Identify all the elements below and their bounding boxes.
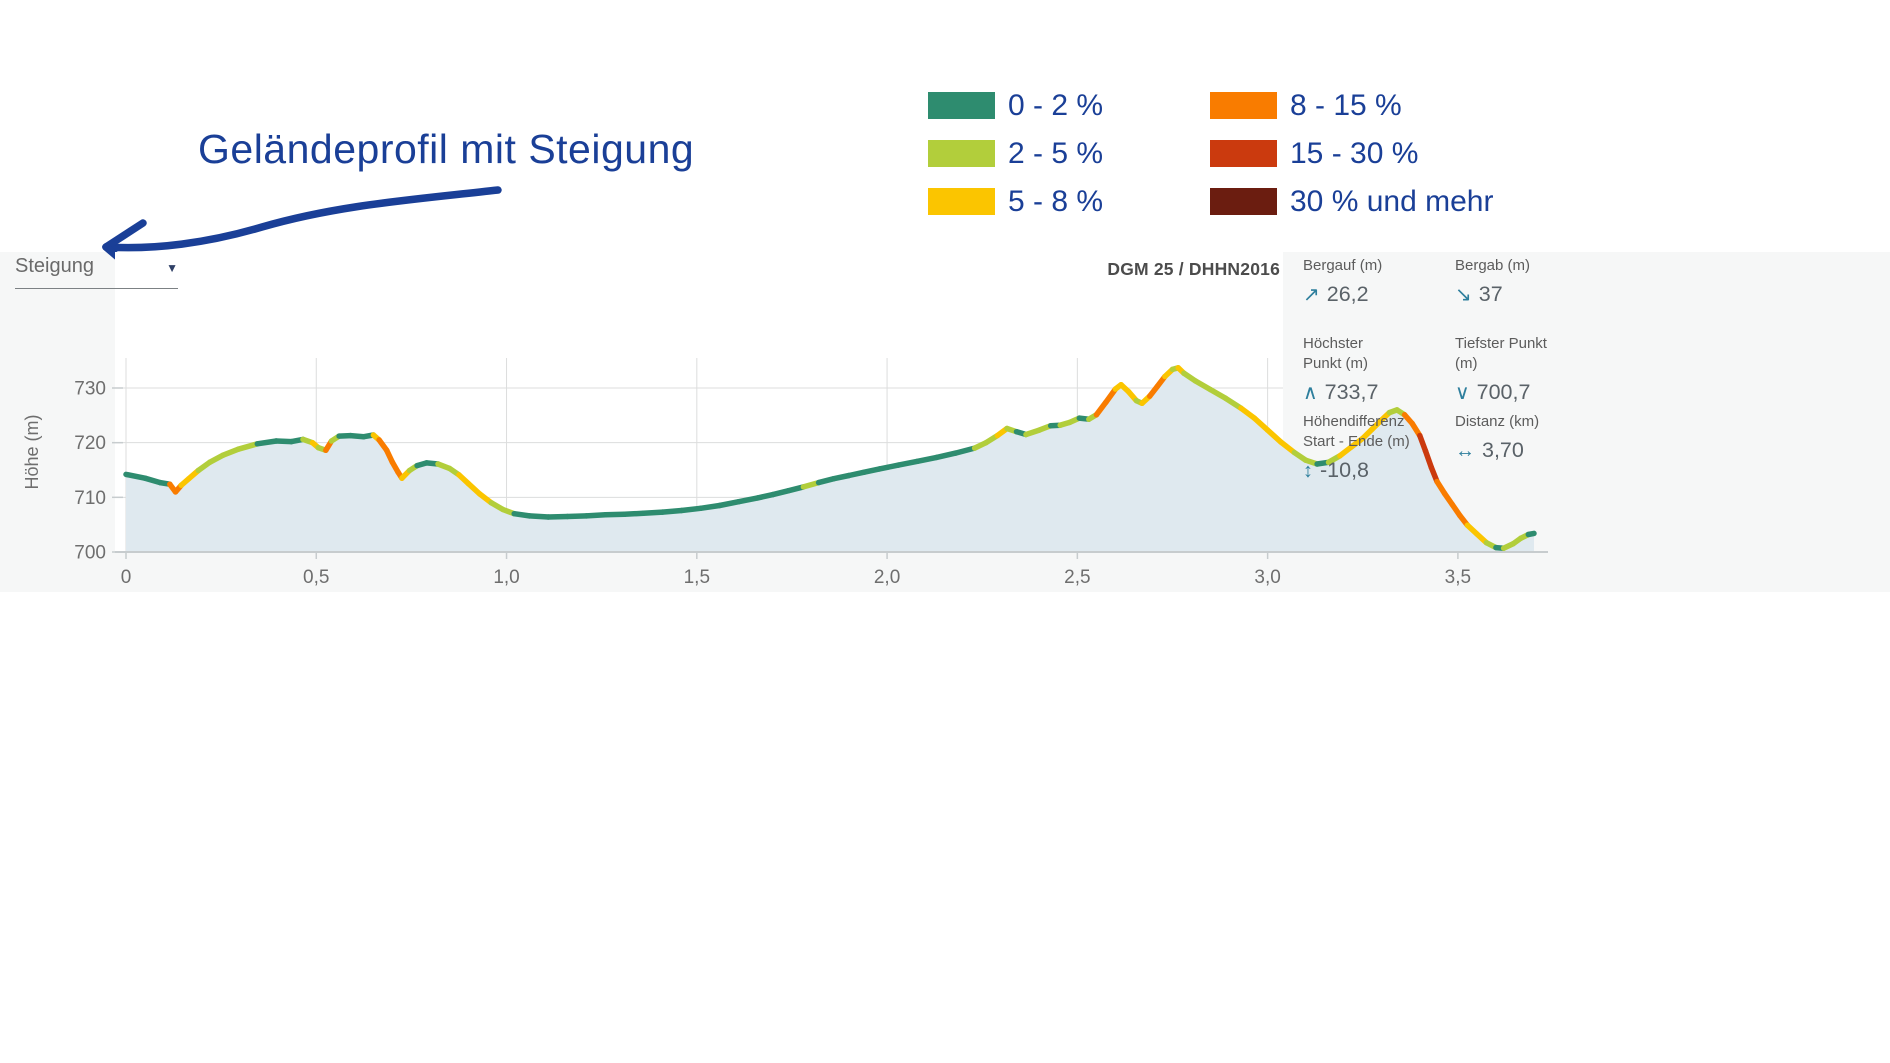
legend-item: 8 - 15 % (1210, 89, 1493, 122)
profile-segment (1264, 427, 1284, 445)
legend-swatch (928, 92, 995, 119)
profile-segment (640, 509, 666, 516)
elevation-area-fill (126, 367, 1534, 552)
legend-swatch (1210, 140, 1277, 167)
legend-swatch (1210, 188, 1277, 215)
chevron-down-icon: ▼ (166, 260, 178, 275)
profile-segment (1422, 448, 1435, 471)
legend-item-label: 2 - 5 % (1008, 137, 1104, 170)
x-tick-label: 2,0 (874, 567, 900, 588)
legend-item: 30 % und mehr (1210, 185, 1494, 218)
profile-segment (697, 502, 723, 512)
profile-segment (602, 511, 628, 518)
profile-segment (1278, 439, 1298, 456)
profile-segment (583, 512, 609, 519)
profile-segment (1251, 415, 1271, 433)
profile-segment (526, 513, 552, 520)
legend-swatch (928, 188, 995, 215)
legend-item: 5 - 8 % (928, 185, 1104, 218)
profile-segment (235, 441, 261, 452)
profile-segment (876, 462, 902, 472)
slope-legend-column-2: 8 - 15 % 15 - 30 % 30 % und mehr (1210, 89, 1494, 236)
profile-segment (1238, 405, 1258, 421)
legend-swatch (928, 140, 995, 167)
legend-item-label: 15 - 30 % (1290, 137, 1419, 170)
x-tick-label: 0,5 (303, 567, 329, 588)
profile-segment (933, 450, 959, 461)
profile-segment (895, 458, 921, 468)
y-axis-title: Höhe (m) (22, 414, 42, 489)
legend-item-label: 5 - 8 % (1008, 185, 1104, 218)
legend-item: 2 - 5 % (928, 137, 1104, 170)
x-tick-label: 2,5 (1064, 567, 1090, 588)
legend-item-label: 30 % und mehr (1290, 185, 1494, 218)
page-title: Geländeprofil mit Steigung (198, 126, 695, 172)
steigung-dropdown[interactable]: Steigung ▼ (15, 255, 178, 289)
profile-segment (678, 505, 704, 514)
y-tick-label: 720 (74, 433, 106, 454)
profile-segment (254, 438, 280, 447)
profile-segment (123, 471, 148, 481)
legend-item: 0 - 2 % (928, 89, 1104, 122)
x-tick-label: 0 (121, 567, 132, 588)
slope-legend-column-1: 0 - 2 % 2 - 5 % 5 - 8 % (928, 89, 1104, 236)
profile-segment (545, 513, 571, 520)
x-tick-label: 1,5 (684, 567, 710, 588)
x-tick-label: 1,0 (493, 567, 519, 588)
y-tick-label: 700 (74, 543, 106, 564)
source-label: DGM 25 / DHHN2016 (1107, 259, 1280, 279)
profile-segment (659, 507, 685, 515)
profile-segment (735, 495, 761, 505)
profile-segment (1223, 395, 1244, 411)
legend-item-label: 8 - 15 % (1290, 89, 1402, 122)
profile-segment (952, 445, 978, 456)
profile-segment (1192, 378, 1214, 393)
elevation-chart: 700 710 720 730 0 0,5 1,0 1,5 2,0 2,5 3,0 3,5 Höhe (… (22, 358, 1548, 588)
profile-segment (621, 510, 647, 518)
profile-segment (564, 513, 590, 520)
x-tick-label: 3,5 (1445, 567, 1471, 588)
x-tick-label: 3,0 (1254, 567, 1280, 588)
profile-segment (1207, 386, 1229, 402)
profile-segment (1525, 530, 1537, 538)
legend-item: 15 - 30 % (1210, 137, 1493, 170)
profile-segment (914, 454, 940, 465)
y-tick-label: 710 (74, 488, 106, 509)
legend-item-label: 0 - 2 % (1008, 89, 1104, 122)
profile-segment (716, 498, 742, 509)
steigung-dropdown-label: Steigung (15, 255, 94, 277)
legend-swatch (1210, 92, 1277, 119)
y-tick-label: 730 (74, 378, 106, 399)
